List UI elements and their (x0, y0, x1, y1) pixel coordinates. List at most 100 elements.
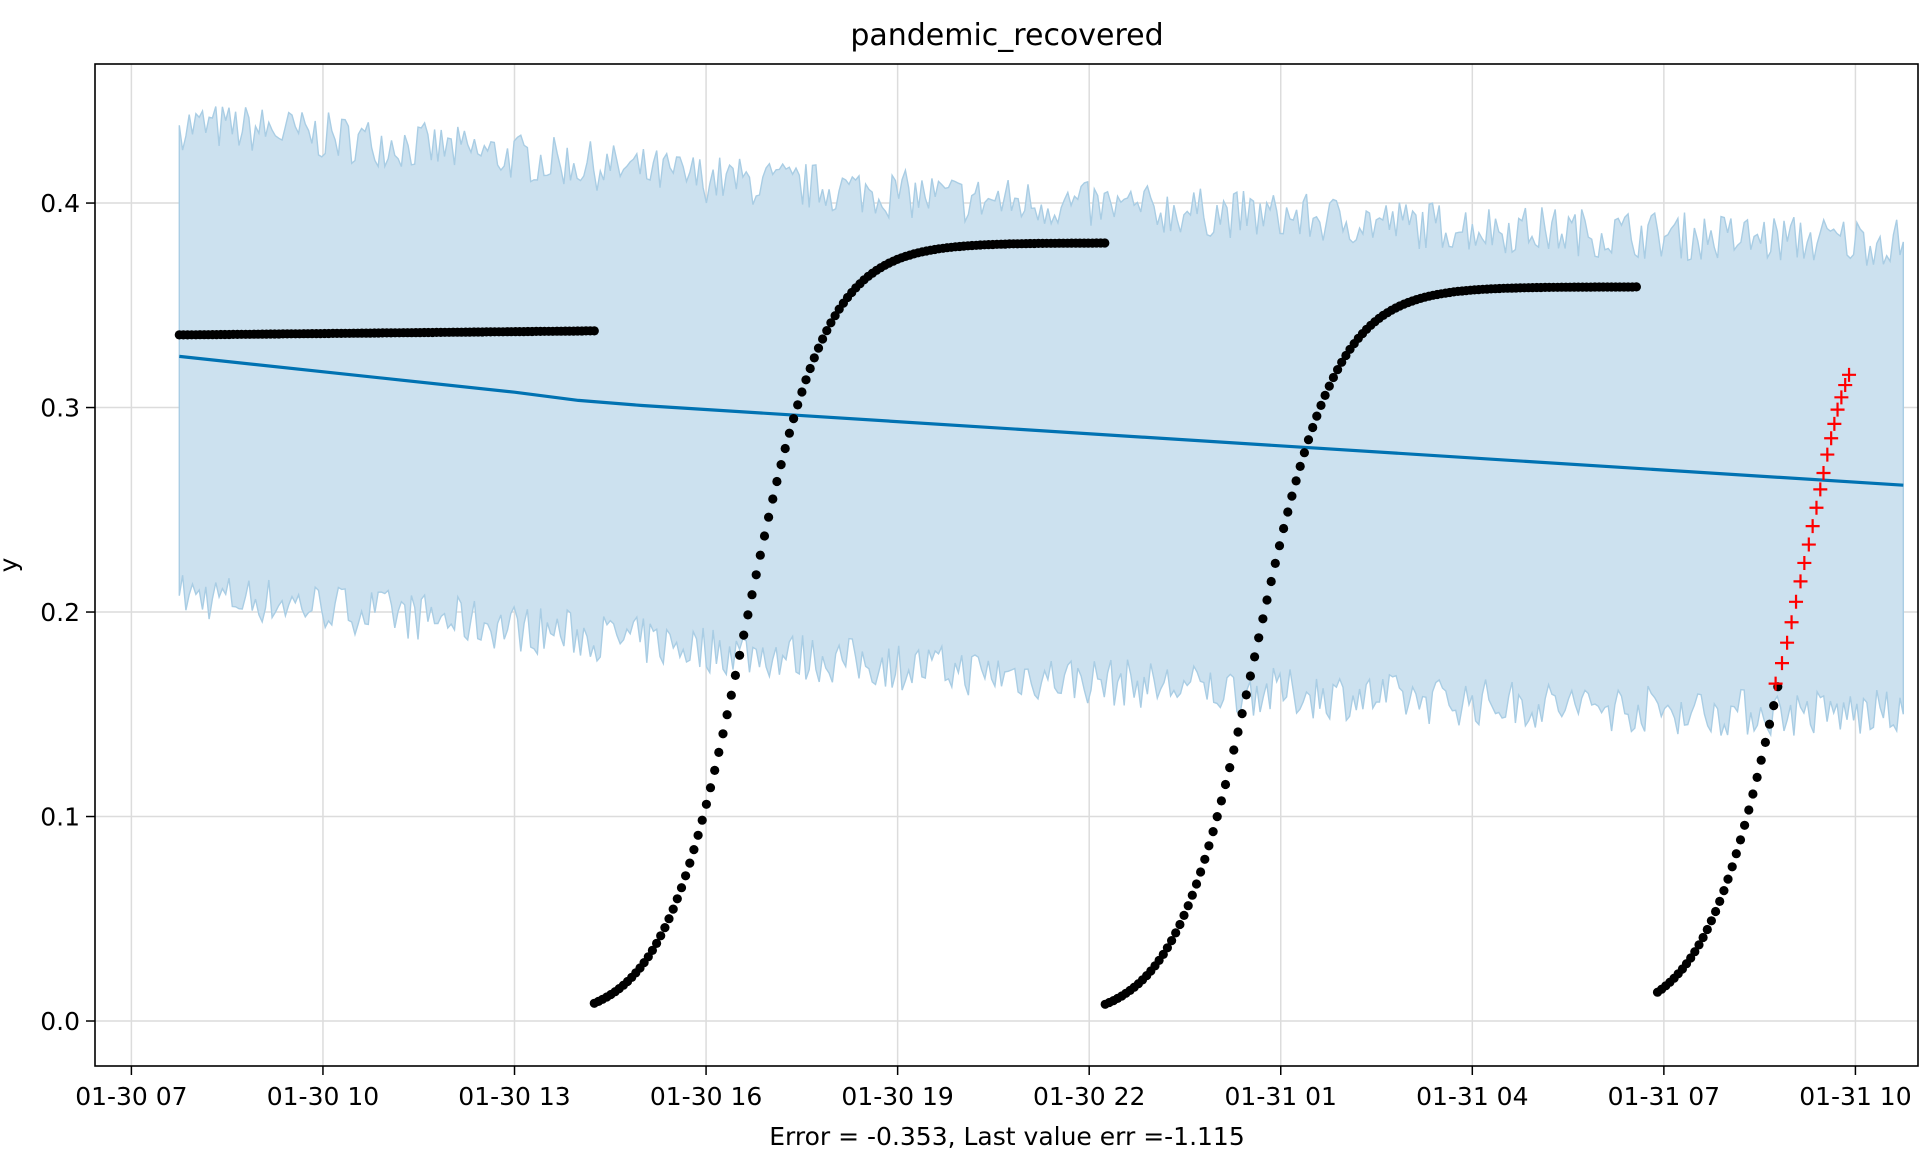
observed-point (1295, 461, 1305, 471)
observed-point (660, 923, 670, 933)
observed-point (714, 747, 724, 758)
observed-point (1200, 854, 1210, 864)
observed-point (705, 783, 716, 793)
observed-point (1631, 282, 1641, 292)
future-point (1768, 676, 1783, 691)
future-point (1797, 555, 1812, 570)
observed-point (1694, 940, 1704, 950)
observed-point (1258, 614, 1268, 624)
x-tick-label: 01-30 13 (458, 1082, 570, 1111)
future-point (1793, 574, 1808, 589)
observed-point (726, 690, 736, 700)
observed-point (685, 858, 695, 868)
observed-point (676, 883, 687, 893)
observed-point (1303, 435, 1314, 445)
future-point (1816, 465, 1831, 480)
observed-point (681, 871, 691, 881)
observed-point (1723, 874, 1733, 884)
observed-point (826, 318, 836, 328)
observed-point (1179, 910, 1189, 921)
observed-point (1328, 372, 1338, 383)
observed-point (764, 512, 774, 522)
observed-point (1748, 789, 1758, 799)
observed-point (1706, 916, 1716, 926)
observed-point (652, 938, 662, 949)
observed-point (1233, 727, 1243, 737)
observed-point (1100, 238, 1110, 248)
observed-point (697, 815, 707, 825)
future-points (1768, 367, 1857, 691)
observed-point (689, 845, 699, 855)
observed-point (672, 894, 682, 904)
observed-point (1158, 949, 1168, 960)
observed-point (1752, 772, 1762, 783)
x-tick-label: 01-30 19 (841, 1082, 953, 1111)
observed-point (1731, 849, 1741, 859)
observed-point (743, 610, 753, 620)
observed-point (718, 729, 728, 739)
observed-point (1690, 947, 1700, 957)
observed-point (1220, 779, 1231, 790)
observed-point (797, 387, 807, 397)
observed-point (1254, 633, 1264, 643)
future-point (1801, 537, 1816, 552)
future-point (1842, 367, 1857, 382)
x-axis-ticks: 01-30 07 01-30 10 01-30 13 01-30 16 01-30 19… (75, 1066, 1912, 1111)
x-tick-label: 01-31 01 (1225, 1082, 1337, 1111)
x-axis-label: Error = -0.353, Last value err =-1.115 (769, 1122, 1245, 1151)
observed-point (813, 343, 824, 353)
observed-point (1266, 576, 1276, 587)
observed-point (1760, 737, 1770, 748)
observed-point (1719, 886, 1729, 896)
observed-point (1229, 745, 1239, 755)
observed-point (1283, 507, 1293, 517)
observed-point (1333, 365, 1343, 375)
observed-point (1225, 763, 1235, 773)
observed-point (647, 945, 658, 956)
future-point (1834, 390, 1849, 405)
y-axis-label: y (0, 557, 23, 572)
observed-point (784, 428, 795, 438)
observed-point (1711, 906, 1721, 917)
observed-point (1196, 867, 1206, 877)
observed-point (780, 443, 790, 454)
observed-point (1764, 719, 1775, 729)
observed-points (174, 238, 1783, 1009)
observed-point (751, 570, 761, 580)
observed-point (1308, 422, 1318, 433)
observed-point (1208, 827, 1218, 837)
observed-point (768, 494, 778, 504)
y-tick-label: 0.2 (40, 598, 80, 627)
observed-point (1769, 701, 1779, 711)
observed-point (1245, 671, 1255, 681)
x-tick-label: 01-31 04 (1416, 1082, 1528, 1111)
future-point (1780, 635, 1795, 650)
observed-point (1299, 448, 1309, 458)
x-tick-label: 01-30 10 (267, 1082, 379, 1111)
observed-point (793, 400, 803, 410)
observed-point (818, 334, 828, 344)
future-point (1809, 500, 1824, 515)
y-tick-label: 0.1 (40, 803, 80, 832)
observed-point (1740, 820, 1750, 830)
observed-point (772, 476, 782, 487)
observed-point (1698, 932, 1708, 943)
observed-point (1337, 357, 1347, 367)
y-tick-label: 0.0 (40, 1007, 80, 1036)
observed-point (830, 311, 840, 321)
observed-point (776, 460, 786, 470)
observed-point (589, 326, 599, 336)
observed-point (1702, 924, 1712, 935)
observed-point (1162, 943, 1172, 953)
observed-point (722, 710, 732, 720)
future-point (1789, 594, 1804, 609)
observed-point (656, 931, 666, 941)
observed-point (1324, 381, 1334, 391)
observed-point (1744, 805, 1754, 815)
observed-point (664, 914, 674, 924)
observed-point (710, 765, 720, 776)
future-point (1820, 447, 1835, 462)
observed-point (755, 550, 765, 560)
uncertainty-band (178, 106, 1904, 738)
